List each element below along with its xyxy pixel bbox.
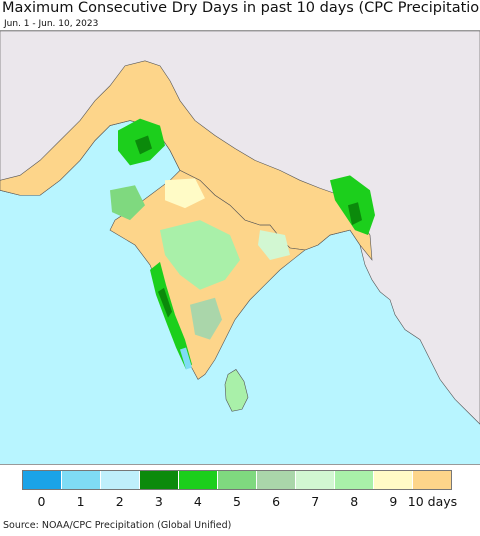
- wet-area-ghats-dark: [158, 287, 172, 318]
- map-area: [0, 30, 480, 465]
- wet-area-kerala: [180, 347, 192, 370]
- source-note: Source: NOAA/CPC Precipitation (Global U…: [3, 520, 232, 531]
- legend-swatch: [335, 471, 374, 489]
- legend-label: 7: [311, 494, 320, 509]
- moist-area-central: [160, 220, 240, 290]
- map-title: Maximum Consecutive Dry Days in past 10 …: [2, 0, 480, 16]
- moist-area-west: [110, 185, 145, 221]
- legend-labels: 0 1 2 3 4 5 6 7 8 9 10 days: [22, 494, 458, 510]
- legend-swatch: [179, 471, 218, 489]
- legend: [22, 470, 452, 490]
- legend-label: 1: [76, 494, 85, 509]
- legend-swatch: [140, 471, 179, 489]
- legend-swatch: [62, 471, 101, 489]
- legend-label: 4: [193, 494, 202, 509]
- legend-label: 5: [233, 494, 241, 509]
- legend-swatch: [296, 471, 335, 489]
- legend-swatch: [23, 471, 62, 489]
- wet-area-northeast-dark: [348, 202, 362, 226]
- legend-swatch: [374, 471, 413, 489]
- legend-label: 0: [37, 494, 46, 509]
- legend-label: 3: [154, 494, 163, 509]
- wet-area-ghats: [150, 261, 192, 370]
- legend-color-bar: [22, 470, 452, 490]
- sri-lanka: [224, 369, 249, 412]
- legend-label: 8: [350, 494, 359, 509]
- moist-area-south: [190, 297, 222, 340]
- legend-swatch: [218, 471, 257, 489]
- legend-label: 2: [115, 494, 124, 509]
- date-range: Jun. 1 - Jun. 10, 2023: [4, 19, 99, 29]
- legend-swatch: [257, 471, 296, 489]
- legend-label: 9: [389, 494, 398, 509]
- moist-area-east: [258, 230, 290, 260]
- legend-swatch: [413, 471, 451, 489]
- legend-label: 6: [272, 494, 281, 509]
- wet-area-north-dark: [135, 135, 152, 155]
- legend-label: 10 days: [407, 494, 458, 509]
- pale-area: [165, 178, 205, 209]
- legend-swatch: [101, 471, 140, 489]
